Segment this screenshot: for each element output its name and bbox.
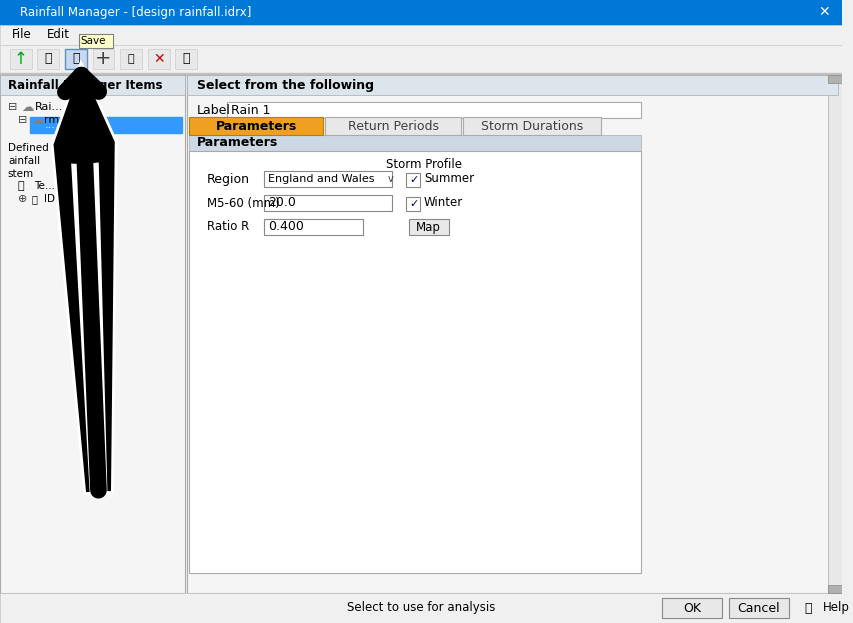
- Bar: [187, 75, 837, 95]
- Bar: [189, 151, 640, 573]
- Text: Help: Help: [822, 601, 849, 614]
- Bar: [30, 117, 183, 133]
- Text: Parameters: Parameters: [197, 136, 278, 150]
- Text: Ratio R: Ratio R: [206, 221, 249, 234]
- Text: ☁: ☁: [32, 113, 44, 126]
- Bar: [38, 49, 59, 69]
- Bar: [406, 173, 420, 187]
- Text: ☁: ☁: [21, 100, 34, 113]
- Bar: [728, 598, 787, 618]
- Text: Label: Label: [197, 105, 231, 118]
- Bar: [409, 219, 448, 235]
- Text: Parameters: Parameters: [216, 120, 297, 133]
- Bar: [463, 117, 601, 135]
- Text: IDP: IDP: [44, 194, 61, 204]
- Text: stem: stem: [8, 169, 34, 179]
- Text: ↑: ↑: [14, 50, 27, 68]
- Text: Region: Region: [206, 173, 250, 186]
- Text: Defined Rainfall: Defined Rainfall: [8, 143, 90, 153]
- Bar: [827, 75, 841, 83]
- Text: England and Wales: England and Wales: [268, 174, 374, 184]
- Text: ✕: ✕: [817, 6, 829, 19]
- Bar: [0, 0, 841, 25]
- Polygon shape: [71, 163, 107, 493]
- Bar: [264, 171, 392, 187]
- Bar: [0, 593, 841, 623]
- Text: 📁: 📁: [44, 52, 52, 65]
- Bar: [78, 34, 113, 48]
- Text: rms: rms: [44, 115, 66, 125]
- Text: Cancel: Cancel: [737, 601, 780, 614]
- Text: +: +: [96, 49, 112, 69]
- Bar: [65, 49, 87, 69]
- Bar: [0, 45, 841, 73]
- Text: 🌧: 🌧: [183, 52, 190, 65]
- Bar: [226, 102, 640, 118]
- Bar: [0, 25, 841, 45]
- Text: ...: ...: [44, 120, 55, 130]
- Text: 20.0: 20.0: [268, 196, 296, 209]
- Text: Storm Durations: Storm Durations: [480, 120, 583, 133]
- Text: ⊕: ⊕: [18, 194, 27, 204]
- Text: Summer: Summer: [423, 173, 473, 186]
- Bar: [264, 219, 363, 235]
- Text: Save: Save: [81, 36, 107, 46]
- Text: Winter: Winter: [423, 196, 462, 209]
- Bar: [0, 73, 841, 75]
- Text: 📄: 📄: [128, 54, 134, 64]
- Bar: [0, 75, 185, 593]
- Text: Rain 1: Rain 1: [230, 103, 270, 117]
- Text: 0.400: 0.400: [268, 221, 304, 234]
- Text: M5-60 (mm): M5-60 (mm): [206, 196, 280, 209]
- Text: ainfall: ainfall: [8, 156, 40, 166]
- Bar: [189, 135, 640, 151]
- Text: Map: Map: [416, 221, 441, 234]
- Bar: [827, 585, 841, 593]
- Text: Return Periods: Return Periods: [347, 120, 438, 133]
- Bar: [120, 49, 142, 69]
- Text: Edit: Edit: [47, 29, 70, 42]
- Bar: [189, 117, 323, 135]
- Text: File: File: [12, 29, 32, 42]
- Text: Rainfall Manager Items: Rainfall Manager Items: [8, 78, 162, 92]
- Text: ⊟: ⊟: [8, 102, 17, 112]
- Bar: [0, 75, 185, 95]
- Polygon shape: [52, 63, 116, 493]
- Text: Te...: Te...: [34, 181, 55, 191]
- Bar: [827, 75, 841, 593]
- Bar: [175, 49, 197, 69]
- Text: Rainfall Manager - [design rainfall.idrx]: Rainfall Manager - [design rainfall.idrx…: [20, 6, 251, 19]
- Bar: [10, 49, 32, 69]
- Text: ⊟: ⊟: [18, 115, 27, 125]
- Text: OK: OK: [682, 601, 700, 614]
- Text: 🌐: 🌐: [804, 601, 811, 614]
- Text: Select to use for analysis: Select to use for analysis: [346, 601, 495, 614]
- Text: ✓: ✓: [409, 175, 418, 185]
- Text: 📊: 📊: [18, 181, 25, 191]
- Bar: [148, 49, 170, 69]
- Bar: [264, 195, 392, 211]
- Bar: [406, 197, 420, 211]
- Text: Select from the following: Select from the following: [197, 78, 374, 92]
- Text: Storm Profile: Storm Profile: [386, 158, 461, 171]
- Text: ✓: ✓: [409, 199, 418, 209]
- Text: v: v: [387, 174, 392, 184]
- Text: Rai...: Rai...: [34, 102, 63, 112]
- Text: 💾: 💾: [72, 52, 79, 65]
- Bar: [325, 117, 461, 135]
- Bar: [187, 75, 837, 593]
- Text: 📈: 📈: [32, 194, 38, 204]
- Text: ✕: ✕: [153, 52, 165, 66]
- Bar: [93, 49, 114, 69]
- Bar: [662, 598, 721, 618]
